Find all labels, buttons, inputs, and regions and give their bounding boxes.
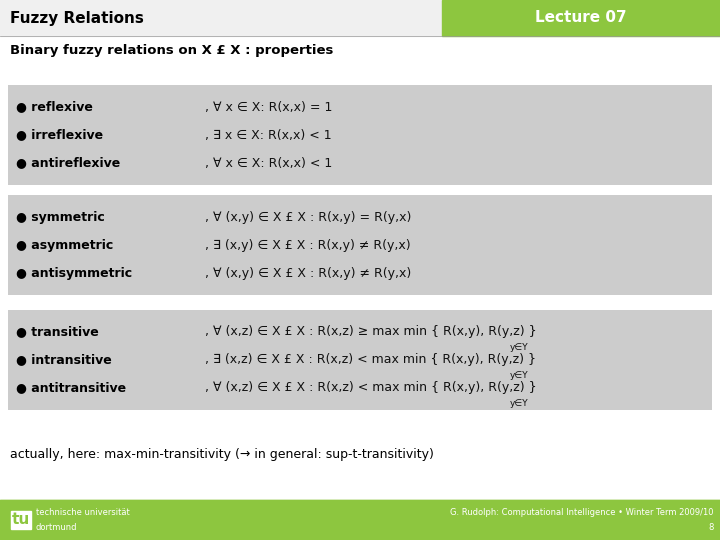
Text: 8: 8 xyxy=(708,523,714,532)
Text: Fuzzy Relations: Fuzzy Relations xyxy=(10,10,144,25)
Text: ● reflexive: ● reflexive xyxy=(16,100,93,113)
Text: ● intransitive: ● intransitive xyxy=(16,354,112,367)
Text: technische universität: technische universität xyxy=(36,508,130,517)
Text: actually, here: max-min-transitivity (→ in general: sup-t-transitivity): actually, here: max-min-transitivity (→ … xyxy=(10,448,434,461)
Text: ● irreflexive: ● irreflexive xyxy=(16,129,103,141)
Text: ● asymmetric: ● asymmetric xyxy=(16,239,113,252)
Text: tu: tu xyxy=(12,512,30,528)
Text: Lecture 07: Lecture 07 xyxy=(535,10,627,25)
Text: ● antireflexive: ● antireflexive xyxy=(16,157,120,170)
Bar xyxy=(0,500,720,540)
Text: ● antisymmetric: ● antisymmetric xyxy=(16,267,132,280)
Text: y∈Y: y∈Y xyxy=(510,399,528,408)
Text: , ∀ (x,z) ∈ X £ X : R(x,z) ≥ max min { R(x,y), R(y,z) }: , ∀ (x,z) ∈ X £ X : R(x,z) ≥ max min { R… xyxy=(205,326,536,339)
Text: , ∃ x ∈ X: R(x,x) < 1: , ∃ x ∈ X: R(x,x) < 1 xyxy=(205,129,332,141)
Text: , ∀ x ∈ X: R(x,x) < 1: , ∀ x ∈ X: R(x,x) < 1 xyxy=(205,157,332,170)
Text: y∈Y: y∈Y xyxy=(510,370,528,380)
Text: , ∃ (x,z) ∈ X £ X : R(x,z) < max min { R(x,y), R(y,z) }: , ∃ (x,z) ∈ X £ X : R(x,z) < max min { R… xyxy=(205,354,536,367)
Text: , ∀ (x,z) ∈ X £ X : R(x,z) < max min { R(x,y), R(y,z) }: , ∀ (x,z) ∈ X £ X : R(x,z) < max min { R… xyxy=(205,381,536,395)
Text: , ∀ (x,y) ∈ X £ X : R(x,y) ≠ R(y,x): , ∀ (x,y) ∈ X £ X : R(x,y) ≠ R(y,x) xyxy=(205,267,411,280)
Text: G. Rudolph: Computational Intelligence • Winter Term 2009/10: G. Rudolph: Computational Intelligence •… xyxy=(451,508,714,517)
Bar xyxy=(8,195,712,295)
Bar xyxy=(11,511,31,529)
Bar xyxy=(8,310,712,410)
Text: ● transitive: ● transitive xyxy=(16,326,99,339)
Bar xyxy=(8,85,712,185)
Text: , ∀ x ∈ X: R(x,x) = 1: , ∀ x ∈ X: R(x,x) = 1 xyxy=(205,100,333,113)
Bar xyxy=(442,0,720,36)
Text: dortmund: dortmund xyxy=(36,523,78,532)
Text: ● symmetric: ● symmetric xyxy=(16,211,104,224)
Text: , ∀ (x,y) ∈ X £ X : R(x,y) = R(y,x): , ∀ (x,y) ∈ X £ X : R(x,y) = R(y,x) xyxy=(205,211,411,224)
Text: ● antitransitive: ● antitransitive xyxy=(16,381,126,395)
Text: y∈Y: y∈Y xyxy=(510,343,528,352)
Bar xyxy=(0,0,720,36)
Text: Binary fuzzy relations on X £ X : properties: Binary fuzzy relations on X £ X : proper… xyxy=(10,44,333,57)
Text: , ∃ (x,y) ∈ X £ X : R(x,y) ≠ R(y,x): , ∃ (x,y) ∈ X £ X : R(x,y) ≠ R(y,x) xyxy=(205,239,410,252)
